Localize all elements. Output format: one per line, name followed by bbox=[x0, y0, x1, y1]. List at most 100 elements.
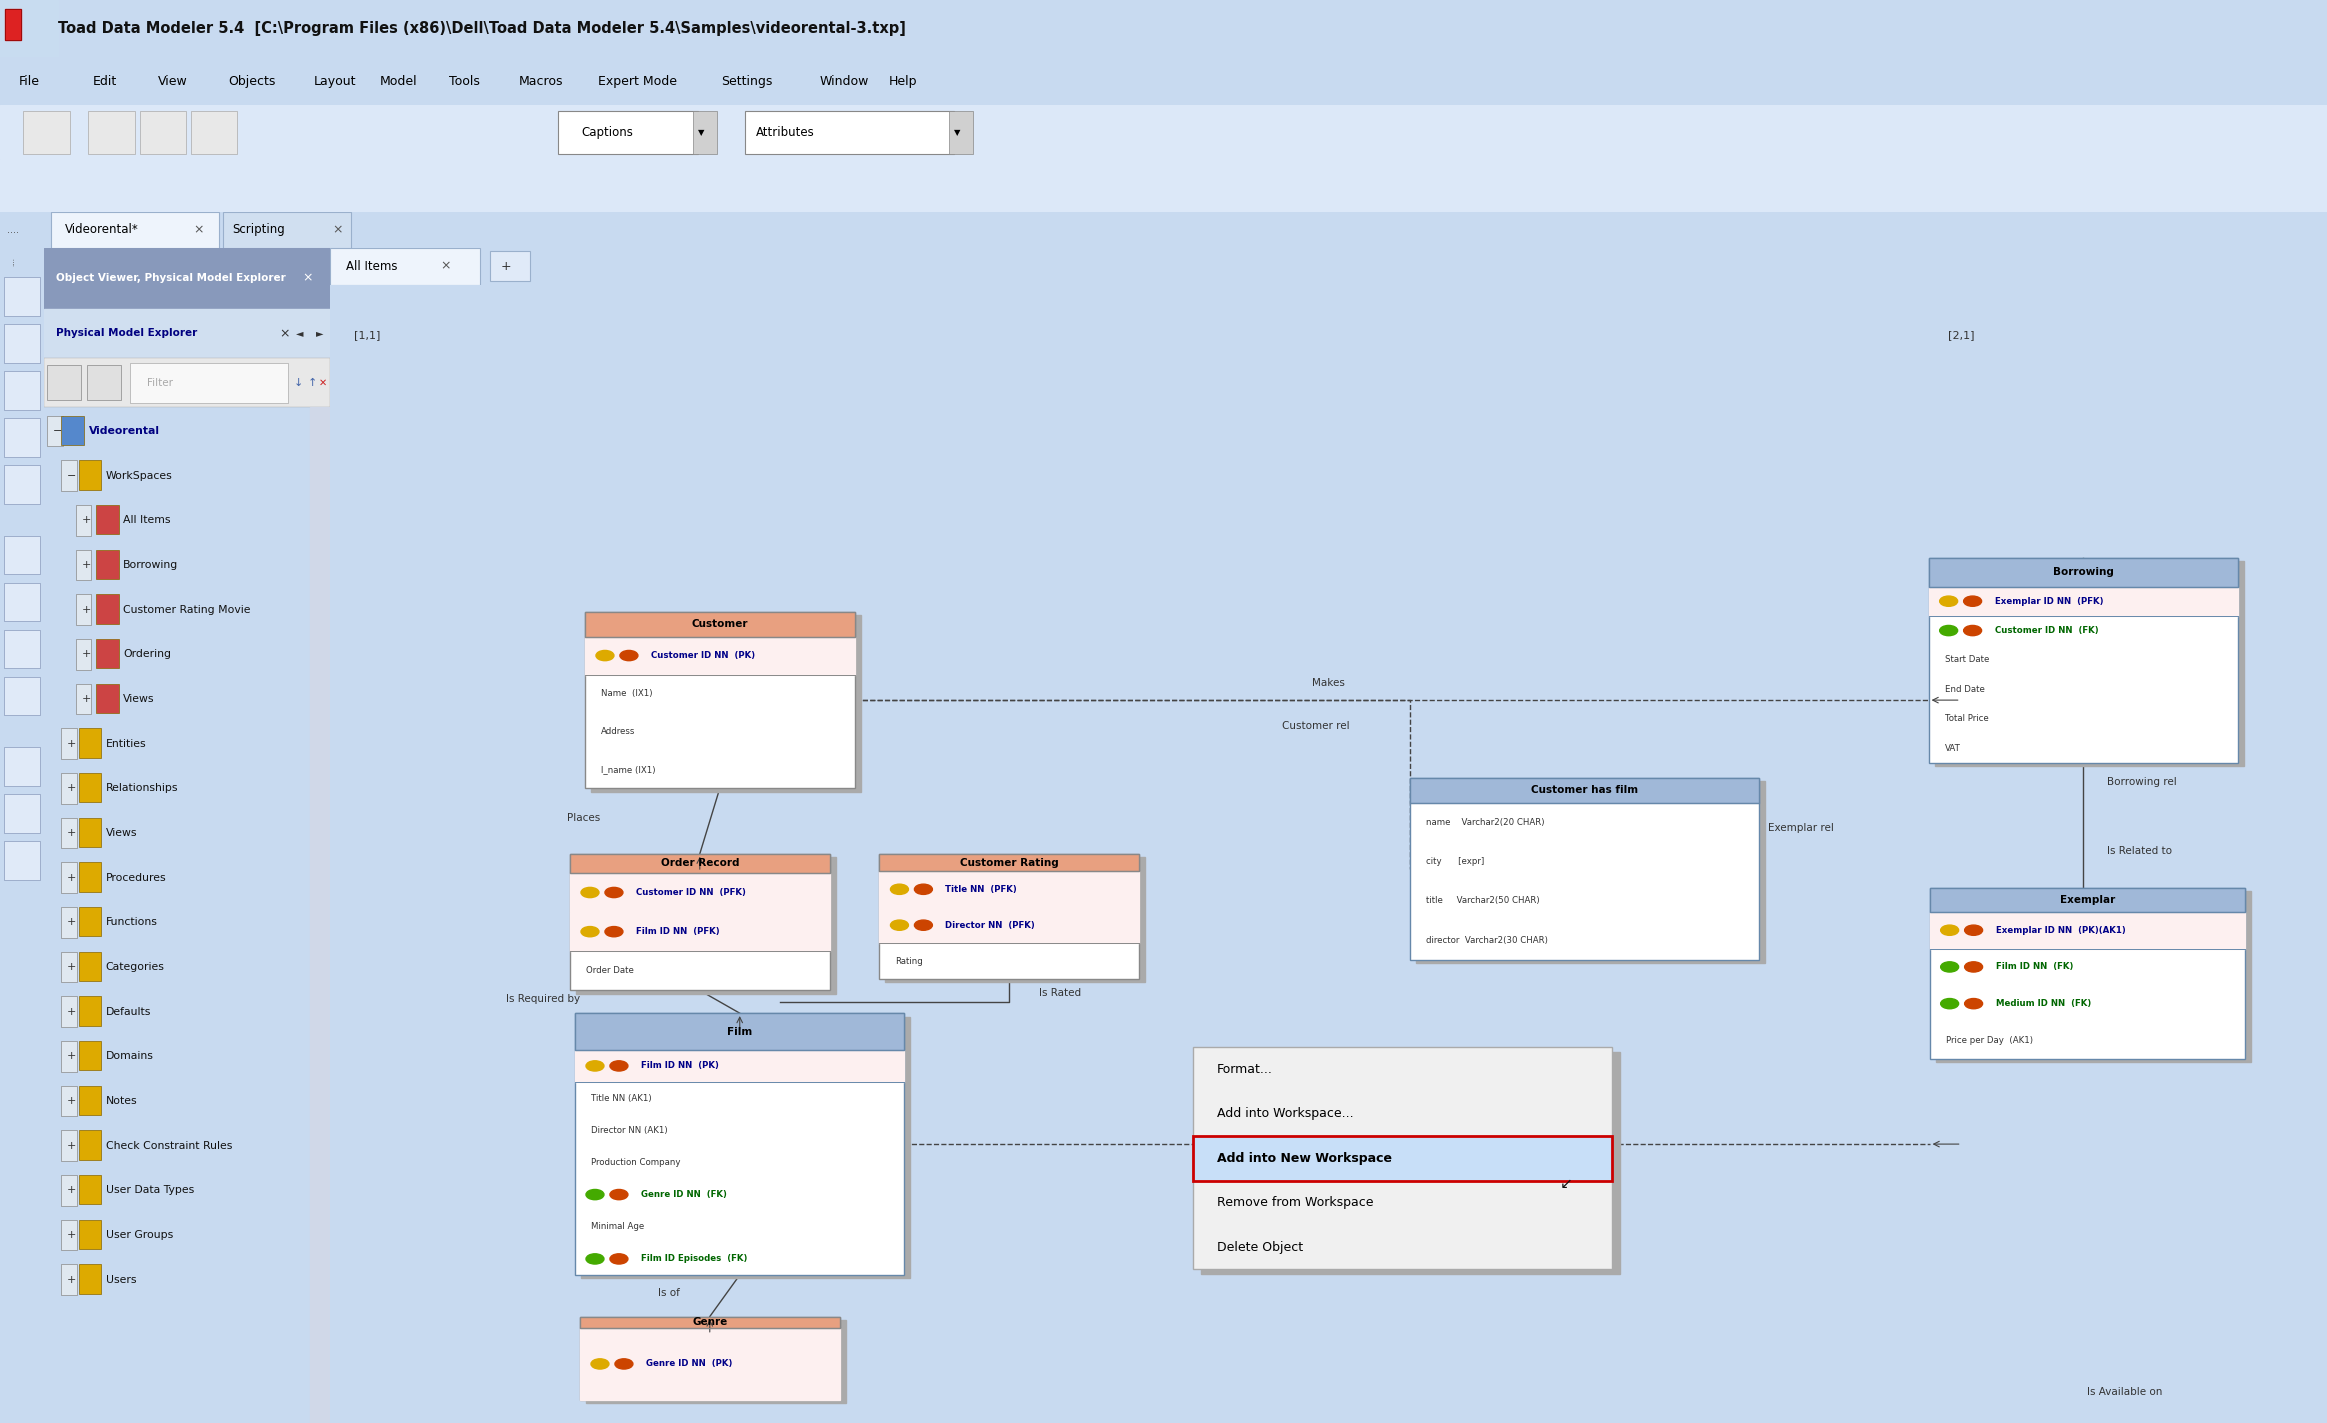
Text: ▼: ▼ bbox=[954, 128, 961, 137]
Text: Exemplar: Exemplar bbox=[2059, 895, 2115, 905]
Bar bbox=[79, 1130, 102, 1160]
Text: city      [expr]: city [expr] bbox=[1426, 857, 1485, 867]
Bar bbox=[1929, 586, 2239, 616]
Bar bbox=[5, 794, 40, 832]
Text: [2,1]: [2,1] bbox=[1948, 330, 1973, 340]
Bar bbox=[79, 1264, 102, 1294]
Bar bbox=[95, 595, 119, 623]
Text: View: View bbox=[158, 74, 188, 88]
Text: Title NN (AK1): Title NN (AK1) bbox=[591, 1094, 652, 1103]
Text: Order Record: Order Record bbox=[661, 858, 740, 868]
Bar bbox=[5, 841, 40, 879]
Text: Views: Views bbox=[123, 694, 154, 704]
Bar bbox=[1194, 1047, 1613, 1269]
Text: Makes: Makes bbox=[1312, 679, 1345, 689]
Text: −: − bbox=[67, 471, 77, 481]
Text: +: + bbox=[67, 739, 77, 748]
Text: File: File bbox=[19, 74, 40, 88]
Bar bbox=[47, 416, 63, 447]
Bar bbox=[330, 248, 479, 285]
Bar bbox=[95, 683, 119, 713]
Text: name    Varchar2(20 CHAR): name Varchar2(20 CHAR) bbox=[1426, 818, 1545, 827]
Text: Borrowing: Borrowing bbox=[2052, 568, 2113, 578]
Bar bbox=[1410, 777, 1759, 959]
Text: Attributes: Attributes bbox=[756, 125, 814, 139]
Bar bbox=[61, 952, 77, 982]
Bar bbox=[5, 324, 40, 363]
Text: Address: Address bbox=[600, 727, 635, 736]
Text: Videorental: Videorental bbox=[88, 425, 161, 435]
Bar bbox=[570, 854, 828, 872]
Bar bbox=[79, 729, 102, 757]
Bar bbox=[491, 252, 531, 280]
Text: Help: Help bbox=[889, 74, 917, 88]
Bar bbox=[23, 111, 70, 154]
Text: Remove from Workspace: Remove from Workspace bbox=[1217, 1197, 1373, 1210]
Text: Physical Model Explorer: Physical Model Explorer bbox=[56, 329, 198, 339]
Text: Medium ID NN  (FK): Medium ID NN (FK) bbox=[1997, 999, 2092, 1007]
Text: Functions: Functions bbox=[105, 918, 158, 928]
Text: Scripting: Scripting bbox=[233, 223, 286, 236]
Text: Filter: Filter bbox=[147, 377, 172, 388]
Text: Settings: Settings bbox=[721, 74, 773, 88]
Text: Ordering: Ordering bbox=[123, 649, 170, 659]
Text: +: + bbox=[67, 872, 77, 882]
Text: +: + bbox=[67, 1006, 77, 1016]
Bar bbox=[880, 854, 1138, 979]
Bar bbox=[5, 465, 40, 504]
Text: −: − bbox=[54, 425, 63, 435]
Bar bbox=[0, 0, 58, 57]
Text: +: + bbox=[67, 918, 77, 928]
Text: Minimal Age: Minimal Age bbox=[591, 1222, 645, 1231]
Bar bbox=[1929, 558, 2239, 586]
Bar bbox=[61, 906, 77, 938]
Ellipse shape bbox=[605, 926, 624, 936]
Text: +: + bbox=[81, 515, 91, 525]
Bar bbox=[570, 872, 828, 912]
Text: Expert Mode: Expert Mode bbox=[598, 74, 677, 88]
Ellipse shape bbox=[614, 1359, 633, 1369]
Ellipse shape bbox=[1964, 925, 1983, 935]
Text: Order Date: Order Date bbox=[586, 966, 633, 975]
Bar bbox=[95, 639, 119, 669]
Text: All Items: All Items bbox=[123, 515, 170, 525]
Bar bbox=[586, 1321, 845, 1403]
Bar bbox=[1929, 888, 2246, 1059]
Ellipse shape bbox=[586, 1254, 605, 1264]
Bar bbox=[579, 1328, 840, 1400]
Bar bbox=[1929, 558, 2239, 763]
Bar bbox=[584, 636, 854, 675]
Bar bbox=[61, 729, 77, 758]
Ellipse shape bbox=[1964, 962, 1983, 972]
Bar bbox=[61, 416, 84, 445]
Text: Notes: Notes bbox=[105, 1096, 137, 1106]
Text: ×: × bbox=[303, 272, 312, 285]
Bar bbox=[51, 212, 219, 248]
Bar bbox=[79, 906, 102, 936]
Bar bbox=[140, 111, 186, 154]
Text: Customer ID NN  (PK): Customer ID NN (PK) bbox=[652, 652, 754, 660]
Text: +: + bbox=[81, 694, 91, 704]
Text: ....: .... bbox=[7, 225, 19, 235]
Bar bbox=[79, 1086, 102, 1116]
Bar bbox=[745, 111, 954, 154]
Text: +: + bbox=[67, 1096, 77, 1106]
Text: Director NN (AK1): Director NN (AK1) bbox=[591, 1126, 668, 1134]
Bar bbox=[309, 407, 330, 1423]
Bar bbox=[44, 359, 330, 407]
Text: Total Price: Total Price bbox=[1945, 714, 1987, 723]
Text: Captions: Captions bbox=[582, 125, 633, 139]
Bar bbox=[5, 9, 21, 40]
Bar bbox=[5, 277, 40, 316]
Text: director  Varchar2(30 CHAR): director Varchar2(30 CHAR) bbox=[1426, 935, 1547, 945]
Text: Film ID Episodes  (FK): Film ID Episodes (FK) bbox=[640, 1255, 747, 1264]
Bar bbox=[95, 505, 119, 535]
Text: +: + bbox=[500, 259, 510, 273]
Text: Tools: Tools bbox=[449, 74, 479, 88]
Text: Borrowing: Borrowing bbox=[123, 561, 179, 571]
Bar bbox=[1194, 1136, 1613, 1181]
Text: [1,1]: [1,1] bbox=[354, 330, 382, 340]
Ellipse shape bbox=[610, 1060, 628, 1072]
Text: Customer ID NN  (PFK): Customer ID NN (PFK) bbox=[635, 888, 745, 896]
Text: ↗: ↗ bbox=[1557, 1174, 1568, 1190]
